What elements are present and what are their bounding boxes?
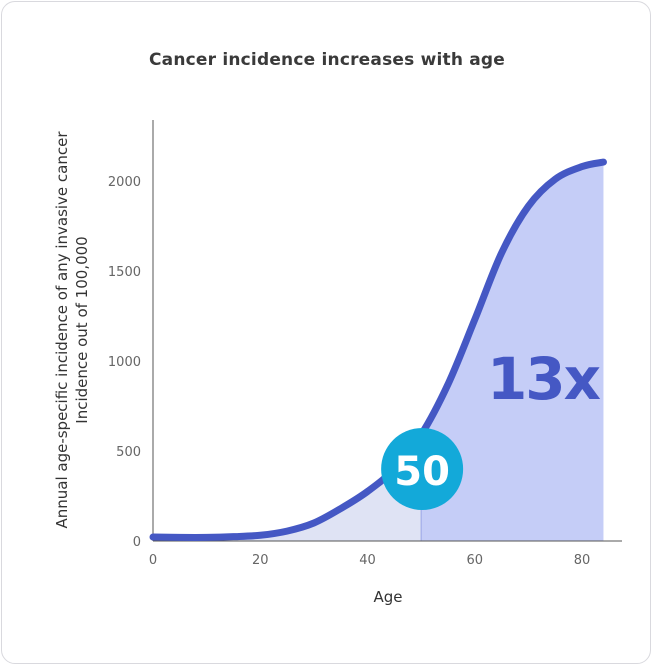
x-tick-label: 40 <box>359 553 376 568</box>
x-tick-label: 0 <box>149 553 157 568</box>
y-tick-label: 1500 <box>108 265 141 280</box>
y-tick-label: 1000 <box>108 355 141 370</box>
y-tick-label: 500 <box>116 445 141 460</box>
x-axis-label: Age <box>373 588 403 606</box>
x-tick-label: 60 <box>466 553 483 568</box>
age-50-marker-label: 50 <box>394 449 450 495</box>
multiplier-label: 13x <box>487 345 601 413</box>
age-50-marker <box>381 428 464 510</box>
y-tick-label: 0 <box>133 535 141 550</box>
x-tick-label: 20 <box>252 553 269 568</box>
chart-title: Cancer incidence increases with age <box>148 50 506 70</box>
area-before-50 <box>153 434 422 541</box>
x-tick-label: 80 <box>574 553 591 568</box>
y-tick-label: 2000 <box>108 175 141 190</box>
area-after-50 <box>421 162 604 541</box>
